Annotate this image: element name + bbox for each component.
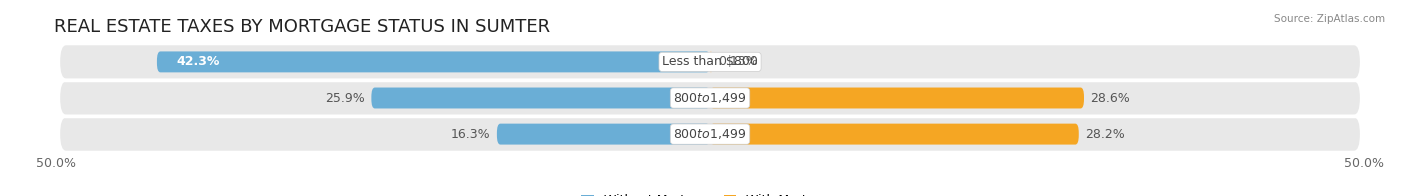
Text: 0.13%: 0.13% (718, 55, 758, 68)
FancyBboxPatch shape (60, 81, 1360, 115)
FancyBboxPatch shape (710, 88, 1084, 108)
Text: 16.3%: 16.3% (451, 128, 491, 141)
Text: 42.3%: 42.3% (177, 55, 219, 68)
FancyBboxPatch shape (710, 51, 711, 72)
FancyBboxPatch shape (371, 88, 710, 108)
FancyBboxPatch shape (60, 45, 1360, 79)
Text: REAL ESTATE TAXES BY MORTGAGE STATUS IN SUMTER: REAL ESTATE TAXES BY MORTGAGE STATUS IN … (53, 18, 550, 36)
Text: 28.2%: 28.2% (1085, 128, 1125, 141)
Text: 25.9%: 25.9% (325, 92, 364, 104)
Legend: Without Mortgage, With Mortgage: Without Mortgage, With Mortgage (581, 194, 839, 196)
Text: Less than $800: Less than $800 (662, 55, 758, 68)
FancyBboxPatch shape (710, 124, 1078, 145)
FancyBboxPatch shape (60, 117, 1360, 151)
Text: Source: ZipAtlas.com: Source: ZipAtlas.com (1274, 14, 1385, 24)
Text: $800 to $1,499: $800 to $1,499 (673, 127, 747, 141)
FancyBboxPatch shape (496, 124, 710, 145)
Text: 28.6%: 28.6% (1091, 92, 1130, 104)
Text: $800 to $1,499: $800 to $1,499 (673, 91, 747, 105)
FancyBboxPatch shape (157, 51, 710, 72)
